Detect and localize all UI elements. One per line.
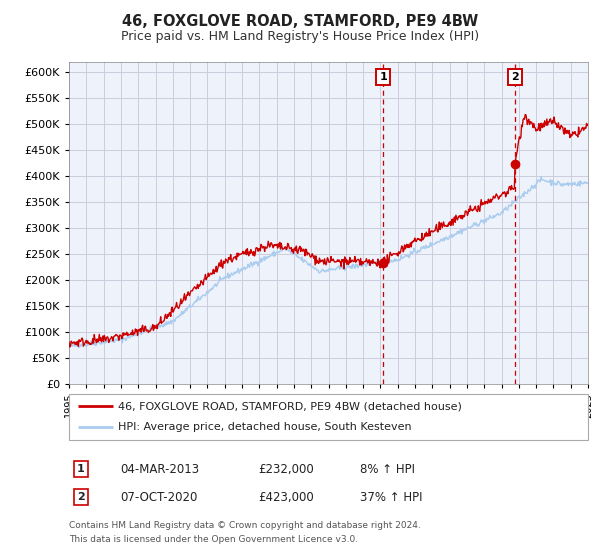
- FancyBboxPatch shape: [69, 394, 588, 440]
- Text: 04-MAR-2013: 04-MAR-2013: [120, 463, 199, 476]
- Text: 46, FOXGLOVE ROAD, STAMFORD, PE9 4BW: 46, FOXGLOVE ROAD, STAMFORD, PE9 4BW: [122, 14, 478, 29]
- Text: £232,000: £232,000: [258, 463, 314, 476]
- Text: 07-OCT-2020: 07-OCT-2020: [120, 491, 197, 504]
- Text: 1: 1: [77, 464, 85, 474]
- Text: 8% ↑ HPI: 8% ↑ HPI: [360, 463, 415, 476]
- Text: Contains HM Land Registry data © Crown copyright and database right 2024.: Contains HM Land Registry data © Crown c…: [69, 521, 421, 530]
- Text: This data is licensed under the Open Government Licence v3.0.: This data is licensed under the Open Gov…: [69, 535, 358, 544]
- Text: 2: 2: [77, 492, 85, 502]
- Text: 2: 2: [511, 72, 518, 82]
- Text: Price paid vs. HM Land Registry's House Price Index (HPI): Price paid vs. HM Land Registry's House …: [121, 30, 479, 43]
- Text: 37% ↑ HPI: 37% ↑ HPI: [360, 491, 422, 504]
- Text: 46, FOXGLOVE ROAD, STAMFORD, PE9 4BW (detached house): 46, FOXGLOVE ROAD, STAMFORD, PE9 4BW (de…: [118, 401, 462, 411]
- Text: 1: 1: [379, 72, 387, 82]
- Text: £423,000: £423,000: [258, 491, 314, 504]
- Text: HPI: Average price, detached house, South Kesteven: HPI: Average price, detached house, Sout…: [118, 422, 412, 432]
